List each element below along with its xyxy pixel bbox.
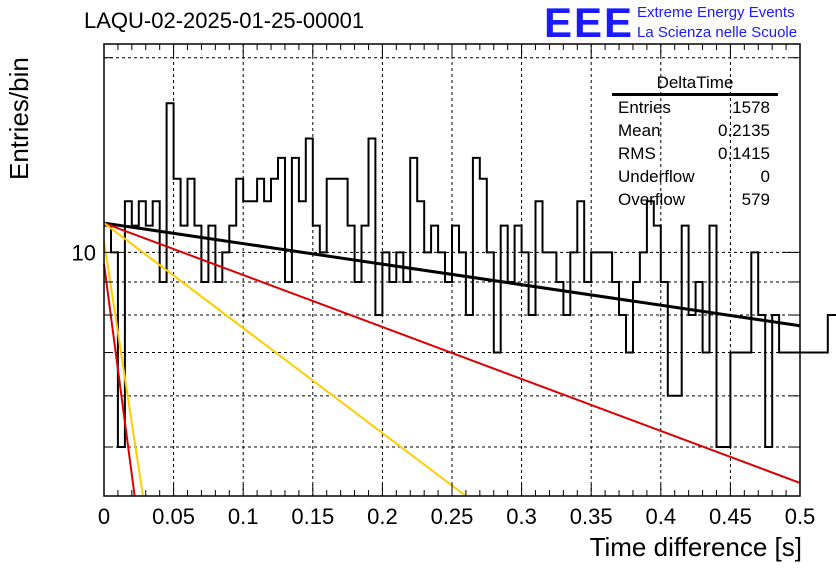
y-tick-label: 10 [72, 240, 96, 265]
x-tick-label: 0.05 [152, 504, 195, 529]
stats-row-mean: Mean 0.2135 [612, 119, 778, 142]
stats-row-rms: RMS 0.1415 [612, 142, 778, 165]
x-tick-label: 0.2 [367, 504, 398, 529]
x-tick-label: 0.25 [431, 504, 474, 529]
x-tick-label: 0.45 [709, 504, 752, 529]
x-tick-label: 0 [98, 504, 110, 529]
stats-label: Entries [618, 98, 671, 117]
fit-curve-yellow [103, 222, 467, 497]
stats-row-overflow: Overflow 579 [612, 188, 778, 211]
fit-curve-red [103, 222, 801, 484]
stats-row-underflow: Underflow 0 [612, 165, 778, 188]
fit-curve-black [103, 221, 801, 328]
x-tick-label: 0.35 [570, 504, 613, 529]
fit-curve-yellow [103, 241, 144, 497]
stats-value: 0.1415 [718, 144, 770, 163]
x-tick-label: 0.5 [785, 504, 816, 529]
stats-value: 0 [760, 167, 770, 186]
logo-line-1: Extreme Energy Events [637, 4, 795, 21]
run-title: LAQU-02-2025-01-25-00001 [84, 8, 365, 33]
fit-curve-red [103, 263, 136, 497]
stats-value: 1578 [732, 98, 770, 117]
logo-line-2: La Scienza nelle Scuole [637, 24, 798, 41]
eee-logo: EEE [544, 0, 635, 46]
y-axis-label: Entries/bin [4, 57, 34, 180]
stats-value: 579 [741, 190, 770, 209]
stats-label: Mean [618, 121, 661, 140]
stats-label: Underflow [618, 167, 695, 186]
stats-title: DeltaTime [612, 72, 778, 96]
x-tick-label: 0.15 [291, 504, 334, 529]
x-axis-label: Time difference [s] [589, 532, 802, 562]
stats-value: 0.2135 [718, 121, 770, 140]
stats-label: Overflow [618, 190, 686, 209]
x-tick-label: 0.4 [646, 504, 677, 529]
stats-row-entries: Entries 1578 [612, 96, 778, 119]
x-tick-label: 0.3 [506, 504, 537, 529]
x-tick-label: 0.1 [228, 504, 259, 529]
stats-box: DeltaTime Entries 1578 Mean 0.2135 RMS 0… [612, 72, 778, 211]
stats-label: RMS [618, 144, 656, 163]
